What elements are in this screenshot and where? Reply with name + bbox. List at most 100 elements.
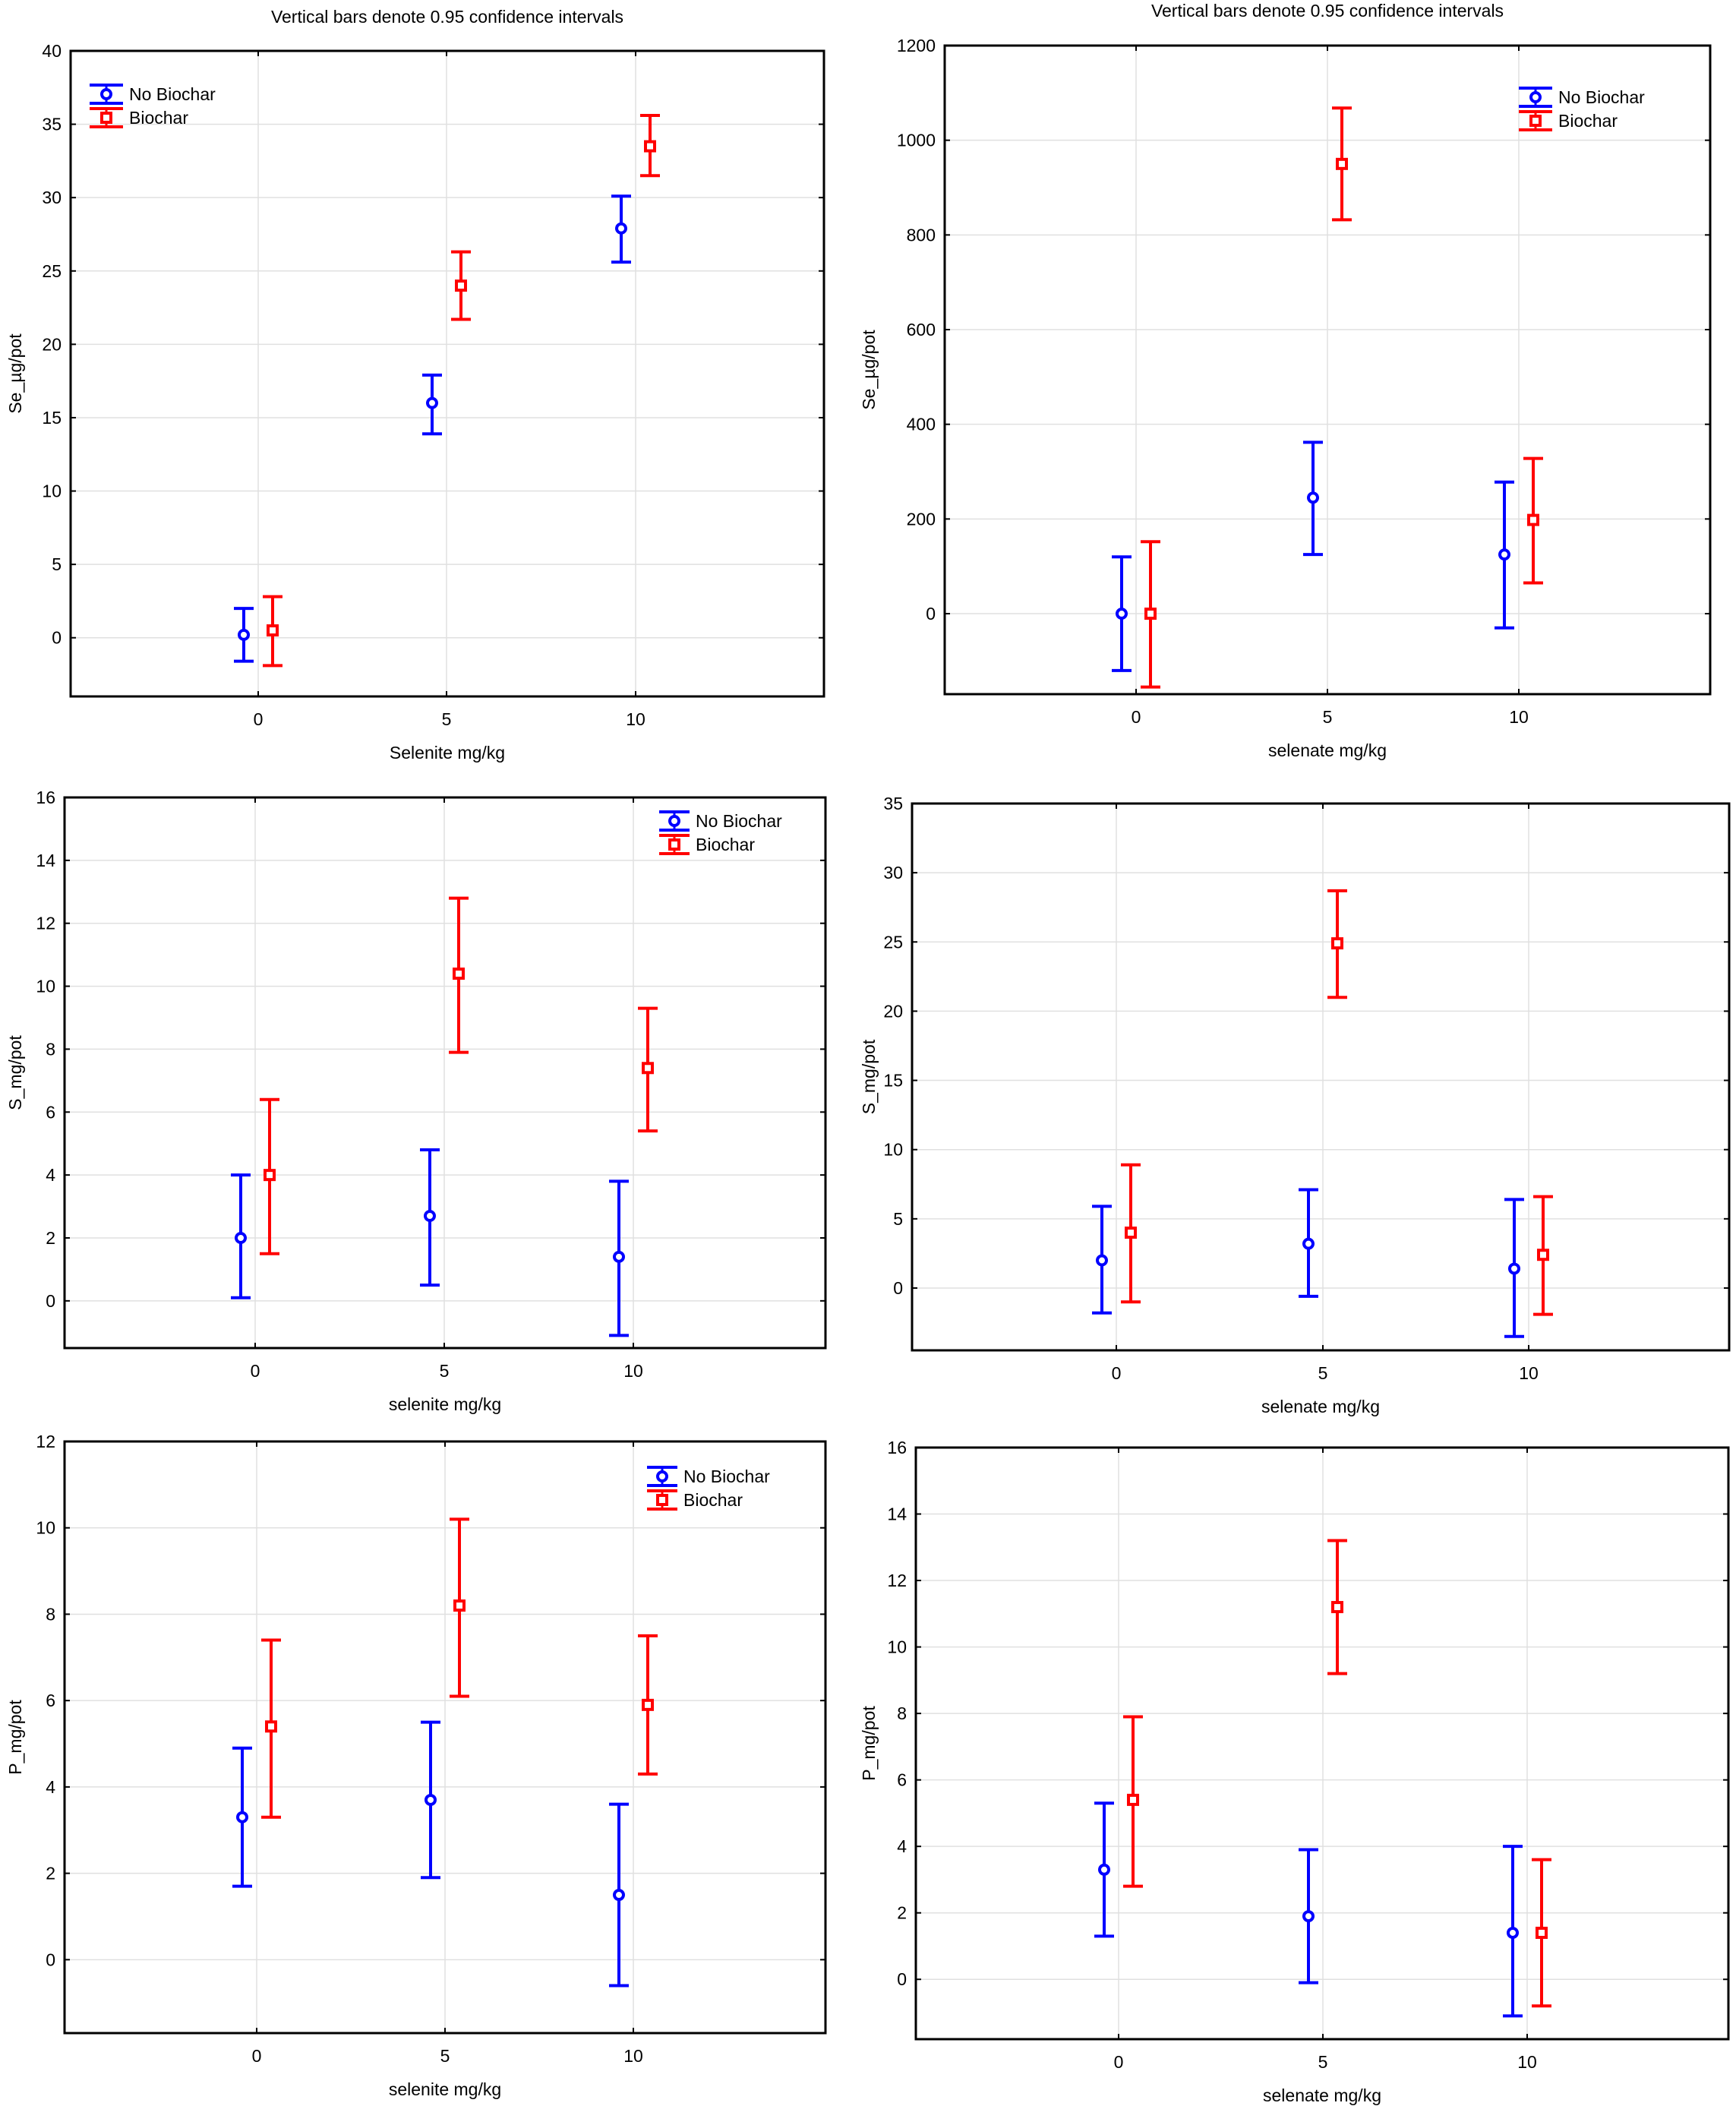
chart-panel-2: 0 200 400 600 800 1000 1200 0 5 10 selenate mg/kg S… bbox=[859, 1, 1712, 760]
no-biochar-mean-point bbox=[235, 1232, 247, 1244]
y-tick-label: 10 bbox=[36, 1518, 55, 1538]
legend-label: Biochar bbox=[129, 108, 188, 128]
y-tick-label: 25 bbox=[883, 932, 903, 952]
y-tick-label: 6 bbox=[46, 1102, 55, 1122]
y-tick-label: 14 bbox=[36, 851, 55, 870]
y-tick-label: 10 bbox=[883, 1140, 903, 1160]
biochar-mean-point bbox=[264, 1169, 276, 1182]
legend: No Biochar Biochar bbox=[659, 810, 782, 855]
y-tick-label: 35 bbox=[883, 794, 903, 813]
y-tick-label: 600 bbox=[907, 320, 936, 339]
legend-label: Biochar bbox=[696, 835, 755, 854]
no-biochar-mean-point bbox=[613, 1889, 625, 1902]
legend-label: No Biochar bbox=[683, 1467, 770, 1486]
y-tick-label: 15 bbox=[42, 408, 62, 428]
chart-panel-1: 0 5 10 15 20 25 30 35 40 0 5 10 Selenite mg/kg Se_µg/… bbox=[5, 7, 825, 763]
chart-panel-6: 0 2 4 6 8 10 12 14 16 0 5 10 selenate mg/kg P_mg/pot bbox=[859, 1438, 1730, 2105]
y-tick-label: 8 bbox=[897, 1703, 907, 1723]
y-tick-label: 5 bbox=[893, 1209, 903, 1229]
x-axis-title: selenate mg/kg bbox=[1268, 740, 1387, 760]
x-tick-label: 5 bbox=[440, 1361, 450, 1381]
y-axis-title: P_mg/pot bbox=[5, 1700, 25, 1775]
legend: No Biochar Biochar bbox=[1519, 87, 1645, 131]
y-tick-label: 10 bbox=[42, 482, 62, 501]
biochar-mean-point bbox=[453, 1599, 466, 1612]
y-tick-label: 1000 bbox=[897, 131, 936, 150]
y-axis-title: Se_µg/pot bbox=[859, 330, 879, 410]
y-tick-label: 30 bbox=[42, 188, 62, 207]
y-tick-label: 0 bbox=[46, 1291, 55, 1311]
x-tick-label: 10 bbox=[626, 709, 645, 729]
no-biochar-mean-point bbox=[1302, 1910, 1315, 1923]
biochar-mean-point bbox=[455, 279, 467, 292]
no-biochar-mean-point bbox=[1302, 1237, 1315, 1250]
y-tick-label: 4 bbox=[46, 1165, 55, 1185]
x-axis-title: selenate mg/kg bbox=[1263, 2085, 1381, 2105]
legend-marker-square bbox=[100, 112, 112, 124]
x-tick-label: 5 bbox=[1323, 707, 1333, 727]
legend-marker-square bbox=[1529, 115, 1542, 127]
legend: No Biochar Biochar bbox=[90, 84, 216, 128]
biochar-mean-point bbox=[642, 1062, 654, 1075]
biochar-mean-point bbox=[1331, 1601, 1343, 1614]
y-tick-label: 5 bbox=[52, 554, 62, 574]
legend-label: Biochar bbox=[683, 1490, 743, 1510]
y-tick-label: 20 bbox=[883, 1001, 903, 1021]
y-tick-label: 800 bbox=[907, 225, 936, 245]
x-tick-label: 5 bbox=[442, 709, 452, 729]
chart-panel-4: 0 5 10 15 20 25 30 35 0 5 10 selenate mg/kg S_mg/pot bbox=[859, 794, 1731, 1416]
x-axis-title: selenite mg/kg bbox=[389, 2079, 501, 2099]
no-biochar-mean-point bbox=[425, 1793, 437, 1806]
y-tick-label: 35 bbox=[42, 115, 62, 134]
y-tick-label: 6 bbox=[46, 1691, 55, 1710]
y-tick-label: 14 bbox=[887, 1505, 907, 1524]
legend-marker-circle bbox=[668, 815, 680, 827]
y-tick-label: 0 bbox=[926, 604, 936, 624]
y-tick-label: 16 bbox=[36, 788, 55, 807]
legend-label: Biochar bbox=[1558, 111, 1618, 131]
biochar-mean-point bbox=[1527, 513, 1539, 526]
y-tick-label: 0 bbox=[897, 1969, 907, 1989]
biochar-mean-point bbox=[1125, 1227, 1137, 1239]
x-axis-title: Selenite mg/kg bbox=[390, 743, 505, 763]
y-tick-label: 0 bbox=[46, 1950, 55, 1969]
y-axis-title: Se_µg/pot bbox=[5, 333, 25, 414]
biochar-mean-point bbox=[1331, 937, 1343, 950]
x-tick-label: 0 bbox=[254, 709, 264, 729]
no-biochar-mean-point bbox=[236, 1811, 248, 1823]
x-tick-label: 10 bbox=[1509, 707, 1529, 727]
no-biochar-mean-point bbox=[1096, 1254, 1108, 1267]
x-tick-label: 5 bbox=[440, 2046, 450, 2066]
chart-title: Vertical bars denote 0.95 confidence int… bbox=[271, 7, 623, 27]
legend-marker-circle bbox=[656, 1470, 668, 1482]
x-tick-label: 5 bbox=[1318, 1363, 1328, 1383]
y-axis-title: P_mg/pot bbox=[859, 1706, 879, 1781]
y-tick-label: 2 bbox=[897, 1903, 907, 1923]
x-tick-label: 10 bbox=[1519, 1363, 1539, 1383]
biochar-mean-point bbox=[1536, 1926, 1548, 1939]
y-tick-label: 12 bbox=[36, 1432, 55, 1451]
x-tick-label: 10 bbox=[1517, 2052, 1537, 2072]
no-biochar-mean-point bbox=[1098, 1863, 1110, 1876]
no-biochar-mean-point bbox=[424, 1210, 436, 1222]
legend-marker-circle bbox=[1529, 91, 1542, 103]
y-tick-label: 8 bbox=[46, 1039, 55, 1059]
y-tick-label: 400 bbox=[907, 415, 936, 434]
x-axis-title: selenite mg/kg bbox=[389, 1394, 501, 1414]
y-axis-title: S_mg/pot bbox=[5, 1035, 25, 1110]
biochar-mean-point bbox=[1127, 1793, 1139, 1806]
x-tick-label: 0 bbox=[1112, 1363, 1122, 1383]
y-tick-label: 16 bbox=[887, 1438, 907, 1457]
biochar-mean-point bbox=[644, 140, 656, 153]
biochar-mean-point bbox=[642, 1698, 654, 1711]
legend-label: No Biochar bbox=[1558, 87, 1645, 107]
y-tick-label: 20 bbox=[42, 334, 62, 354]
y-tick-label: 4 bbox=[46, 1777, 55, 1797]
legend-label: No Biochar bbox=[129, 84, 216, 104]
legend-marker-square bbox=[668, 838, 680, 851]
y-tick-label: 1200 bbox=[897, 36, 936, 55]
x-tick-label: 0 bbox=[251, 1361, 260, 1381]
y-tick-label: 2 bbox=[46, 1864, 55, 1883]
y-tick-label: 8 bbox=[46, 1604, 55, 1624]
